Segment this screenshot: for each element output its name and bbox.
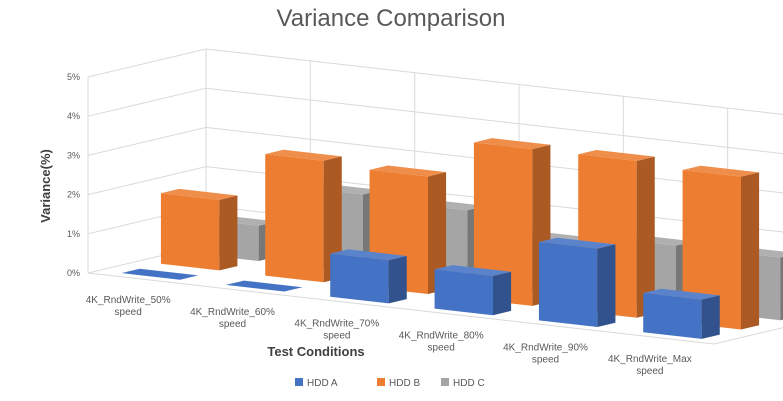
gridline [87, 48, 783, 115]
x-tick-label: 4K_RndWrite_50% speed [86, 295, 171, 318]
x-tick-line: 4K_RndWrite_Max [608, 354, 692, 365]
x-tick-label: 4K_RndWrite_80% speed [399, 330, 484, 353]
bar-hdd-a [538, 237, 616, 328]
bar-hdd-a [225, 280, 303, 292]
bar-hdd-b-side [323, 156, 342, 283]
legend-label: HDD C [453, 378, 485, 389]
legend-swatch [377, 378, 385, 386]
x-tick-line: speed [323, 331, 350, 342]
y-axis-ticks: 0% 1% 2% 3% 4% 5% [67, 72, 80, 278]
bar-hdd-b [265, 149, 342, 283]
x-tick-label: 4K_RndWrite_70% speed [294, 319, 379, 342]
bar-hdd-a [121, 268, 199, 280]
gridline [87, 87, 783, 155]
legend-label: HDD B [389, 378, 420, 389]
bar-hdd-a [643, 288, 720, 339]
x-tick-label: 4K_RndWrite_90% speed [503, 342, 588, 365]
bar-hdd-a-top [434, 265, 512, 277]
bar-hdd-a-front [538, 242, 598, 328]
bar-hdd-b-top [473, 138, 551, 150]
bar-hdd-b [682, 165, 760, 330]
bar-hdd-a-top [643, 288, 720, 300]
bar-hdd-a-front [330, 253, 389, 304]
legend-swatch [441, 378, 449, 386]
bar-hdd-b-top [682, 165, 760, 177]
x-tick-line: speed [219, 319, 246, 330]
y-tick-label: 1% [67, 229, 80, 239]
bar-hdd-b-front [265, 154, 324, 283]
x-tick-line: 4K_RndWrite_90% [503, 342, 588, 353]
bar-hdd-a [434, 265, 512, 316]
bar-hdd-b-side [219, 195, 238, 271]
y-tick-label: 0% [67, 268, 80, 278]
x-tick-line: speed [115, 307, 142, 318]
y-tick-label: 2% [67, 190, 80, 200]
y-axis-title: Variance(%) [38, 149, 53, 223]
legend-swatch [295, 378, 303, 386]
x-tick-line: speed [532, 354, 559, 365]
bar-hdd-a [330, 249, 407, 304]
legend: HDD A HDD B HDD C [295, 378, 485, 389]
bar-hdd-a-side [597, 244, 616, 328]
x-tick-line: 4K_RndWrite_70% [294, 319, 379, 330]
bar-hdd-b-front [682, 170, 741, 330]
bar-hdd-a-top [330, 249, 407, 261]
bar-hdd-b-side [741, 172, 760, 330]
bar-hdd-a-top [225, 280, 303, 292]
bar-hdd-b-side [428, 172, 447, 295]
x-axis-title: Test Conditions [267, 344, 364, 359]
bar-hdd-a-side [493, 271, 512, 316]
bar-hdd-b-front [473, 142, 533, 306]
bar-hdd-b [160, 188, 238, 271]
x-tick-line: 4K_RndWrite_60% [190, 307, 275, 318]
bar-hdd-a-side [388, 255, 407, 304]
y-tick-label: 5% [67, 72, 80, 82]
y-tick-label: 4% [67, 111, 80, 121]
x-tick-line: speed [636, 366, 663, 377]
x-tick-line: 4K_RndWrite_80% [399, 330, 484, 341]
bar-hdd-a-top [538, 237, 616, 249]
bar-hdd-b-front [160, 193, 220, 271]
bar-hdd-b-top [578, 149, 655, 161]
floor-edge [87, 272, 783, 345]
chart-title: Variance Comparison [277, 5, 506, 32]
bar-hdd-b-top [265, 149, 342, 161]
x-tick-line: speed [428, 342, 455, 353]
bar-hdd-b-top [369, 165, 447, 177]
x-tick-line: 4K_RndWrite_50% [86, 295, 171, 306]
bar-hdd-a-front [643, 293, 702, 339]
bar-hdd-a-side [701, 295, 720, 339]
legend-label: HDD A [307, 378, 338, 389]
x-axis-ticks: 4K_RndWrite_50% speed 4K_RndWrite_60% speed… [86, 295, 692, 377]
bar-hdd-a-front [434, 269, 493, 316]
y-tick-label: 3% [67, 150, 80, 160]
bars [121, 138, 783, 339]
bar-hdd-a-top [121, 268, 199, 280]
bar-hdd-b-side [636, 156, 655, 318]
bar-hdd-c-side [780, 256, 783, 321]
bar-hdd-b-top [160, 188, 238, 200]
x-tick-label: 4K_RndWrite_Max speed [608, 354, 692, 377]
x-tick-label: 4K_RndWrite_60% speed [190, 307, 275, 330]
